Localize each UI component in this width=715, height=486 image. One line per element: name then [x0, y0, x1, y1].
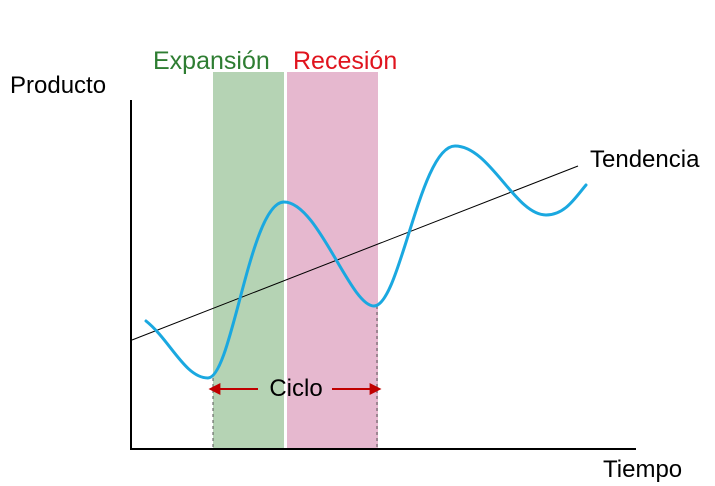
expansion-band [213, 72, 284, 448]
trend-line [131, 165, 579, 341]
trend-label: Tendencia [590, 146, 700, 173]
expansion-label: Expansión [153, 47, 270, 75]
recession-label: Recesión [293, 47, 397, 75]
cycle-label: Ciclo [269, 375, 322, 402]
y-axis-label: Producto [10, 72, 106, 99]
x-axis-label: Tiempo [603, 456, 682, 483]
recession-band [287, 72, 378, 448]
cycle-curve [144, 144, 588, 380]
